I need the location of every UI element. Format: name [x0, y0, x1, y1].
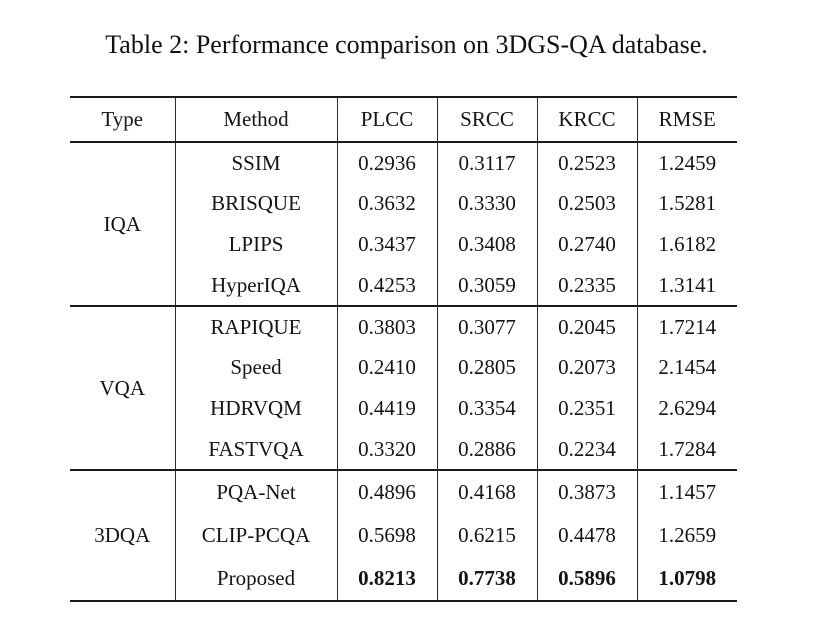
- value-cell-rmse: 1.6182: [636, 224, 737, 265]
- value-cell-plcc: 0.3632: [336, 183, 437, 224]
- table-row: CLIP-PCQA 0.5698 0.6215 0.4478 1.2659: [70, 513, 737, 557]
- value-cell-rmse: 1.5281: [636, 183, 737, 224]
- value-cell-srcc: 0.6215: [436, 513, 537, 557]
- performance-table: Type Method PLCC SRCC KRCC RMSE IQA SSIM…: [70, 96, 737, 602]
- method-cell: BRISQUE: [174, 183, 337, 224]
- method-cell: PQA-Net: [174, 470, 337, 514]
- table-row: 3DQA PQA-Net 0.4896 0.4168 0.3873 1.1457: [70, 470, 737, 547]
- value-cell-krcc: 0.2335: [536, 265, 637, 306]
- method-cell: RAPIQUE: [174, 306, 337, 347]
- table-row: HyperIQA 0.4253 0.3059 0.2335 1.3141: [70, 265, 737, 306]
- value-cell-plcc: 0.4419: [336, 388, 437, 429]
- value-cell-rmse: 1.3141: [636, 265, 737, 306]
- value-cell-srcc: 0.3408: [436, 224, 537, 265]
- value-cell-srcc: 0.4168: [436, 470, 537, 514]
- method-cell: SSIM: [174, 142, 337, 183]
- value-cell-krcc: 0.5896: [536, 557, 637, 601]
- column-header-rmse: RMSE: [636, 97, 737, 142]
- value-cell-krcc: 0.2234: [536, 429, 637, 470]
- value-cell-srcc: 0.7738: [436, 557, 537, 601]
- value-cell-rmse: 2.6294: [636, 388, 737, 429]
- column-header-plcc: PLCC: [336, 97, 437, 142]
- value-cell-rmse: 1.2659: [636, 513, 737, 557]
- table-row: FASTVQA 0.3320 0.2886 0.2234 1.7284: [70, 429, 737, 470]
- value-cell-krcc: 0.2045: [536, 306, 637, 347]
- group-3dqa: 3DQA PQA-Net 0.4896 0.4168 0.3873 1.1457…: [70, 470, 737, 601]
- value-cell-krcc: 0.2073: [536, 347, 637, 388]
- column-header-srcc: SRCC: [436, 97, 537, 142]
- value-cell-srcc: 0.3330: [436, 183, 537, 224]
- value-cell-plcc: 0.3320: [336, 429, 437, 470]
- value-cell-srcc: 0.3059: [436, 265, 537, 306]
- value-cell-rmse: 1.1457: [636, 470, 737, 514]
- method-cell: Speed: [174, 347, 337, 388]
- value-cell-krcc: 0.2351: [536, 388, 637, 429]
- table-row: Speed 0.2410 0.2805 0.2073 2.1454: [70, 347, 737, 388]
- value-cell-plcc: 0.5698: [336, 513, 437, 557]
- value-cell-srcc: 0.2805: [436, 347, 537, 388]
- method-cell: FASTVQA: [174, 429, 337, 470]
- value-cell-plcc: 0.4896: [336, 470, 437, 514]
- value-cell-rmse: 1.0798: [636, 557, 737, 601]
- value-cell-krcc: 0.2523: [536, 142, 637, 183]
- method-cell: HyperIQA: [174, 265, 337, 306]
- value-cell-plcc: 0.8213: [336, 557, 437, 601]
- method-cell: Proposed: [174, 557, 337, 601]
- value-cell-krcc: 0.2503: [536, 183, 637, 224]
- type-cell: IQA: [103, 211, 141, 236]
- header-row: Type Method PLCC SRCC KRCC RMSE: [70, 97, 737, 142]
- method-cell: LPIPS: [174, 224, 337, 265]
- value-cell-krcc: 0.4478: [536, 513, 637, 557]
- group-vqa: VQA RAPIQUE 0.3803 0.3077 0.2045 1.7214 …: [70, 306, 737, 470]
- table-row: LPIPS 0.3437 0.3408 0.2740 1.6182: [70, 224, 737, 265]
- value-cell-plcc: 0.4253: [336, 265, 437, 306]
- type-cell: 3DQA: [94, 522, 151, 547]
- value-cell-rmse: 1.7284: [636, 429, 737, 470]
- value-cell-rmse: 1.2459: [636, 142, 737, 183]
- table-row: BRISQUE 0.3632 0.3330 0.2503 1.5281: [70, 183, 737, 224]
- column-header-type: Type: [101, 107, 144, 131]
- table-header: Type Method PLCC SRCC KRCC RMSE: [70, 97, 737, 142]
- table-row: HDRVQM 0.4419 0.3354 0.2351 2.6294: [70, 388, 737, 429]
- value-cell-rmse: 1.7214: [636, 306, 737, 347]
- value-cell-srcc: 0.3354: [436, 388, 537, 429]
- value-cell-srcc: 0.2886: [436, 429, 537, 470]
- value-cell-plcc: 0.2936: [336, 142, 437, 183]
- value-cell-krcc: 0.3873: [536, 470, 637, 514]
- value-cell-plcc: 0.3437: [336, 224, 437, 265]
- table-row: IQA SSIM 0.2936 0.3117 0.2523 1.2459: [70, 142, 737, 236]
- group-iqa: IQA SSIM 0.2936 0.3117 0.2523 1.2459 BRI…: [70, 142, 737, 306]
- value-cell-srcc: 0.3077: [436, 306, 537, 347]
- table-row-proposed: Proposed 0.8213 0.7738 0.5896 1.0798: [70, 557, 737, 601]
- type-cell: VQA: [99, 375, 146, 400]
- value-cell-plcc: 0.3803: [336, 306, 437, 347]
- table-caption: Table 2: Performance comparison on 3DGS-…: [105, 30, 708, 59]
- value-cell-srcc: 0.3117: [436, 142, 537, 183]
- value-cell-krcc: 0.2740: [536, 224, 637, 265]
- table-row: VQA RAPIQUE 0.3803 0.3077 0.2045 1.7214: [70, 306, 737, 400]
- column-header-krcc: KRCC: [536, 97, 637, 142]
- method-cell: CLIP-PCQA: [174, 513, 337, 557]
- value-cell-plcc: 0.2410: [336, 347, 437, 388]
- method-cell: HDRVQM: [174, 388, 337, 429]
- value-cell-rmse: 2.1454: [636, 347, 737, 388]
- column-header-method: Method: [174, 97, 337, 142]
